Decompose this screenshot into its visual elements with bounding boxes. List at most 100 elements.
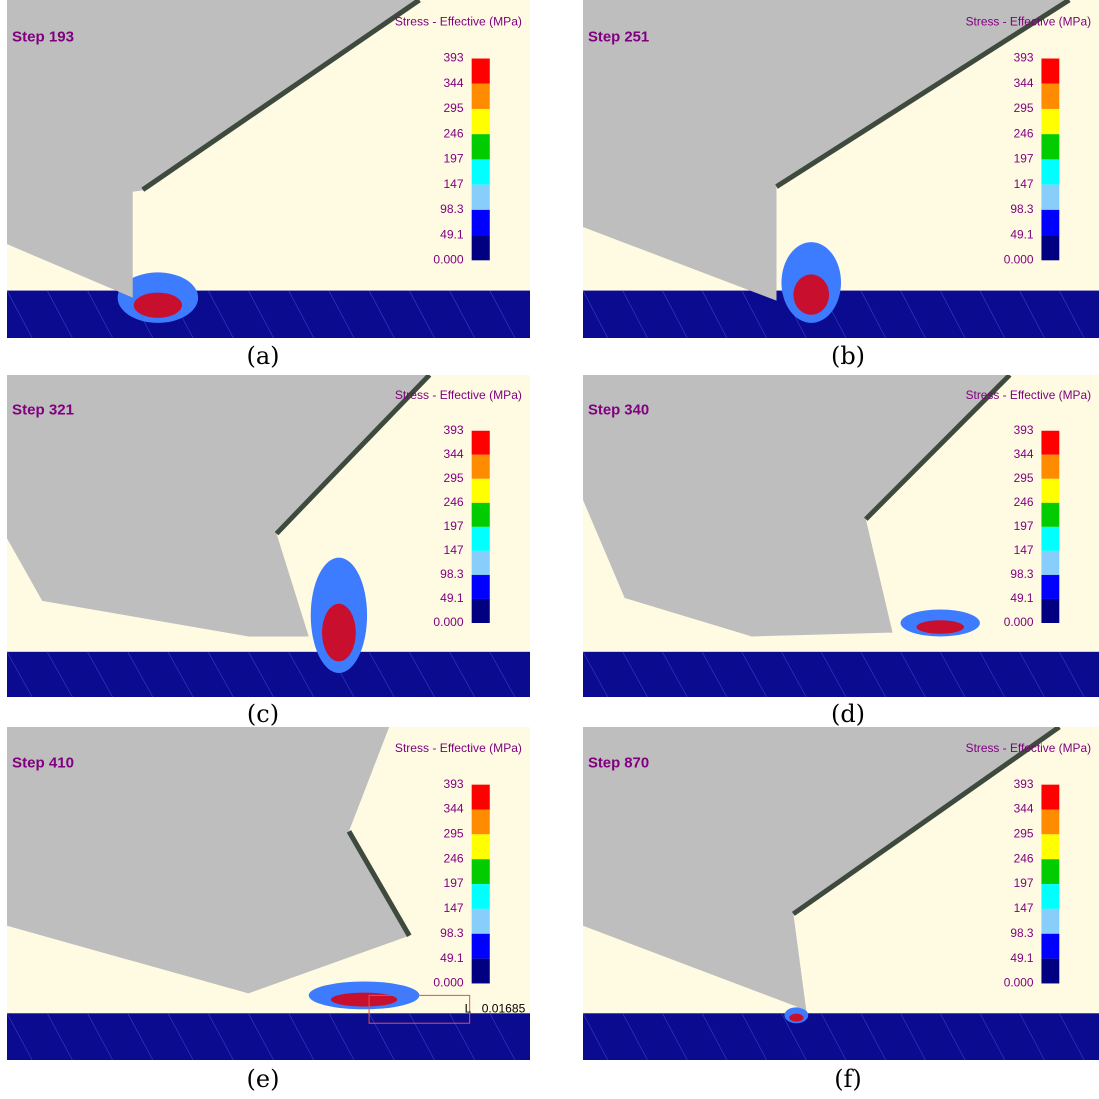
- legend-swatch: [472, 834, 490, 859]
- step-label: Step 321: [12, 403, 74, 419]
- legend-swatch: [1041, 109, 1059, 134]
- figure: Step 193 Stress - Effective (MPa) 393 344 29…: [0, 0, 1099, 1099]
- legend-swatch: [472, 934, 490, 959]
- legend-label: 0.000: [1004, 616, 1034, 629]
- legend-swatch: [1041, 551, 1059, 575]
- legend-label: 98.3: [440, 567, 464, 581]
- legend-swatch: [1041, 575, 1059, 599]
- legend-swatch: [472, 59, 490, 84]
- stress-zone-high: [916, 620, 964, 633]
- workpiece: [7, 652, 530, 697]
- legend-label: 344: [1014, 802, 1034, 816]
- legend-swatch: [1041, 84, 1059, 109]
- legend-swatch: [472, 479, 490, 503]
- legend-swatch: [1041, 599, 1059, 623]
- legend-label: 0.000: [1004, 252, 1034, 266]
- legend-title: Stress - Effective (MPa): [966, 389, 1092, 402]
- simulation-panel: Step 870Stress - Effective (MPa)39334429…: [583, 727, 1099, 1060]
- legend-swatch: [1041, 503, 1059, 527]
- legend-label: 49.1: [440, 951, 464, 965]
- legend-label: 197: [443, 152, 463, 166]
- legend-title: Stress - Effective (MPa): [395, 388, 522, 402]
- legend-label: 246: [1014, 126, 1034, 140]
- legend-swatch: [472, 455, 490, 479]
- legend-title: Stress - Effective (MPa): [966, 741, 1091, 755]
- simulation-panel: Step 410Stress - Effective (MPa)39334429…: [7, 727, 530, 1060]
- legend-label: 344: [1014, 76, 1034, 90]
- legend-label: 0.000: [433, 976, 464, 990]
- legend-label: 393: [1014, 777, 1034, 791]
- legend-swatch: [1041, 859, 1059, 884]
- legend-label: 147: [444, 901, 464, 915]
- step-label: Step 340: [588, 403, 649, 419]
- legend-label: 49.1: [1010, 951, 1034, 965]
- workpiece: [583, 652, 1099, 697]
- legend-swatch: [1041, 810, 1059, 835]
- legend-label: 295: [443, 101, 463, 115]
- legend-label: 98.3: [1010, 568, 1033, 581]
- panel-caption: (b): [818, 342, 878, 370]
- legend-swatch: [1041, 134, 1059, 159]
- legend-label: 344: [1014, 448, 1034, 461]
- legend-label: 147: [443, 177, 463, 191]
- legend-label: 49.1: [1010, 227, 1033, 241]
- legend-swatch: [472, 551, 490, 575]
- legend-swatch: [1041, 455, 1059, 479]
- panel-caption: (c): [233, 700, 293, 728]
- measure-symbol: L: [465, 1002, 472, 1016]
- legend-label: 344: [443, 76, 463, 90]
- legend-label: 147: [1014, 544, 1034, 557]
- legend-label: 295: [1014, 101, 1034, 115]
- step-label: Step 193: [12, 28, 74, 45]
- workpiece: [583, 291, 1099, 338]
- legend-swatch: [472, 859, 490, 884]
- legend-swatch: [472, 785, 490, 810]
- workpiece: [583, 1013, 1099, 1060]
- legend-swatch: [472, 159, 490, 184]
- legend-label: 246: [444, 851, 464, 865]
- legend-swatch: [1041, 235, 1059, 260]
- legend-label: 98.3: [440, 202, 464, 216]
- legend-swatch: [472, 909, 490, 934]
- legend-label: 246: [1014, 851, 1034, 865]
- legend-label: 246: [1014, 496, 1034, 509]
- legend-label: 295: [444, 827, 464, 841]
- legend-swatch: [472, 210, 490, 235]
- legend-label: 197: [1014, 152, 1034, 166]
- legend-swatch: [472, 884, 490, 909]
- legend-label: 246: [443, 495, 464, 509]
- legend-swatch: [1041, 479, 1059, 503]
- legend-title: Stress - Effective (MPa): [395, 14, 522, 28]
- legend-swatch: [472, 599, 490, 623]
- legend-swatch: [472, 235, 490, 260]
- legend-swatch: [1041, 431, 1059, 455]
- simulation-panel: Step 251Stress - Effective (MPa)39334429…: [583, 0, 1099, 338]
- legend-swatch: [472, 959, 490, 984]
- legend-swatch: [1041, 59, 1059, 84]
- panel-caption: (f): [818, 1065, 878, 1093]
- legend-swatch: [1041, 909, 1059, 934]
- legend-swatch: [1041, 527, 1059, 551]
- legend-label: 295: [443, 471, 464, 485]
- legend-swatch: [1041, 159, 1059, 184]
- legend-swatch: [472, 503, 490, 527]
- legend-title: Stress - Effective (MPa): [966, 14, 1091, 28]
- legend-swatch: [472, 134, 490, 159]
- legend-label: 98.3: [1010, 202, 1033, 216]
- legend-label: 147: [1014, 901, 1034, 915]
- legend-label: 393: [1014, 51, 1034, 65]
- legend-swatch: [1041, 185, 1059, 210]
- stress-zone-high: [789, 1014, 803, 1022]
- legend-label: 393: [443, 423, 464, 437]
- legend-swatch: [472, 575, 490, 599]
- step-label: Step 410: [12, 755, 74, 772]
- workpiece: [7, 1013, 530, 1060]
- legend-swatch: [472, 810, 490, 835]
- legend-swatch: [472, 431, 490, 455]
- legend-swatch: [1041, 210, 1059, 235]
- legend-title: Stress - Effective (MPa): [395, 741, 522, 755]
- stress-zone-high: [322, 604, 356, 662]
- legend-label: 393: [444, 777, 464, 791]
